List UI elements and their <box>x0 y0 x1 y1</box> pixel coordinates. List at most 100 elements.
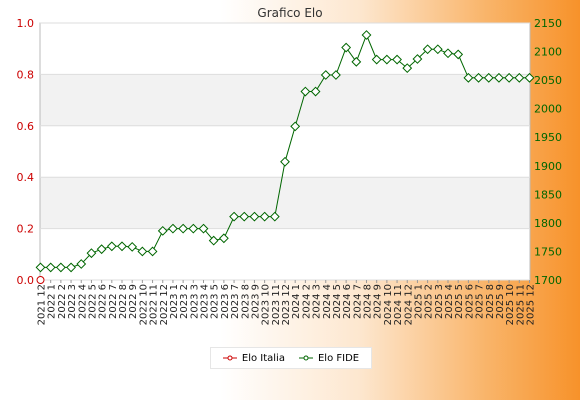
data-point-elo-fide <box>504 72 515 83</box>
x-tick-label: 2025 6 <box>464 284 475 319</box>
data-point-elo-fide <box>249 211 260 222</box>
x-tick-label: 2024 10 <box>383 284 394 325</box>
data-point-elo-fide <box>483 72 494 83</box>
plot-band <box>40 74 530 126</box>
data-point-elo-fide <box>361 30 372 40</box>
data-point-elo-italia <box>36 276 45 284</box>
data-point-elo-fide <box>280 156 290 167</box>
right-tick-label: 1700 <box>534 274 562 287</box>
data-point-elo-fide <box>117 241 127 252</box>
x-tick-label: 2024 4 <box>322 284 333 319</box>
data-point-elo-fide <box>86 248 97 259</box>
right-tick-label: 1950 <box>534 131 562 144</box>
x-tick-label: 2022 9 <box>128 284 139 319</box>
x-tick-label: 2025 9 <box>495 284 506 319</box>
x-tick-label: 2025 1 <box>413 284 424 319</box>
data-point-elo-fide <box>320 70 331 80</box>
x-tick-label: 2025 11 <box>515 284 526 325</box>
data-point-elo-fide <box>453 49 464 60</box>
right-tick-label: 1900 <box>534 160 562 173</box>
x-tick-label: 2025 8 <box>485 284 496 319</box>
x-tick-label: 2024 12 <box>403 284 414 325</box>
legend-symbol-elo-fide <box>298 354 313 362</box>
chart-title: Grafico Elo <box>257 6 322 20</box>
data-point-elo-fide <box>168 223 178 234</box>
x-tick-label: 2022 11 <box>149 284 160 325</box>
x-tick-label: 2022 6 <box>98 284 109 319</box>
legend-symbol-elo-italia <box>222 354 237 362</box>
left-tick-label: 0.2 <box>17 223 35 236</box>
x-tick-label: 2023 4 <box>200 284 211 319</box>
data-point-elo-fide <box>259 211 270 222</box>
data-point-elo-fide <box>331 70 341 80</box>
x-tick-label: 2024 11 <box>393 284 404 325</box>
x-tick-label: 2025 7 <box>475 284 486 319</box>
data-point-elo-fide <box>147 246 158 257</box>
data-point-elo-fide <box>514 72 525 83</box>
x-tick-label: 2022 2 <box>57 284 68 319</box>
x-tick-label: 2024 3 <box>312 284 323 319</box>
right-tick-label: 2100 <box>534 46 562 59</box>
data-point-elo-fide <box>290 121 301 132</box>
x-tick-label: 2024 6 <box>342 284 353 319</box>
x-tick-label: 2024 2 <box>301 284 312 319</box>
data-point-elo-fide <box>178 223 189 234</box>
data-point-elo-fide <box>473 72 484 83</box>
data-point-elo-fide <box>127 241 138 252</box>
legend-label-elo-fide: Elo FIDE <box>317 352 360 364</box>
x-tick-label: 2025 3 <box>434 284 445 319</box>
x-tick-label: 2024 9 <box>373 284 384 319</box>
left-tick-label: 0.0 <box>17 274 35 287</box>
x-tick-label: 2021 12 <box>37 284 48 325</box>
x-tick-label: 2022 3 <box>67 284 78 319</box>
left-tick-label: 0.6 <box>17 120 35 133</box>
data-point-elo-fide <box>310 86 321 97</box>
data-point-elo-fide <box>422 44 433 55</box>
data-point-elo-fide <box>66 262 76 273</box>
data-point-elo-fide <box>218 233 229 244</box>
x-tick-label: 2024 5 <box>332 284 343 319</box>
data-point-elo-fide <box>432 44 443 55</box>
data-point-elo-fide <box>402 63 413 74</box>
right-tick-label: 1750 <box>534 245 562 258</box>
x-tick-label: 2022 4 <box>77 284 88 319</box>
right-tick-label: 1850 <box>534 188 562 201</box>
x-tick-label: 2023 11 <box>271 284 282 325</box>
x-tick-label: 2022 10 <box>138 284 149 325</box>
x-tick-label: 2022 1 <box>47 284 58 319</box>
x-tick-label: 2023 12 <box>281 284 292 325</box>
data-point-elo-fide <box>96 244 107 255</box>
x-tick-label: 2023 10 <box>261 284 272 325</box>
right-tick-label: 2150 <box>534 17 562 30</box>
x-tick-label: 2023 9 <box>250 284 261 319</box>
data-point-elo-fide <box>341 42 352 53</box>
data-point-elo-fide <box>351 56 362 67</box>
legend-item-elo-italia: Elo Italia <box>222 353 285 364</box>
x-tick-label: 2024 7 <box>352 284 363 319</box>
x-tick-label: 2022 7 <box>108 284 119 319</box>
x-tick-label: 2023 5 <box>210 284 221 319</box>
x-tick-label: 2023 3 <box>189 284 200 319</box>
data-point-elo-fide <box>137 246 148 257</box>
data-point-elo-fide <box>229 211 239 222</box>
data-point-elo-fide <box>463 72 474 83</box>
plot-band <box>40 177 530 229</box>
x-tick-label: 2023 2 <box>179 284 190 319</box>
data-point-elo-fide <box>269 211 280 222</box>
right-tick-label: 2050 <box>534 74 562 87</box>
data-point-elo-fide <box>443 48 453 59</box>
left-tick-label: 0.8 <box>17 68 35 81</box>
x-tick-label: 2025 5 <box>454 284 465 319</box>
data-point-elo-fide <box>300 86 311 97</box>
left-tick-label: 0.4 <box>17 171 35 184</box>
data-point-elo-fide <box>45 262 56 273</box>
x-tick-label: 2023 8 <box>240 284 251 319</box>
x-tick-label: 2025 2 <box>424 284 435 319</box>
data-point-elo-fide <box>76 259 87 269</box>
x-tick-label: 2025 12 <box>526 284 537 325</box>
data-point-elo-fide <box>381 54 392 65</box>
right-tick-label: 1800 <box>534 217 562 230</box>
data-point-elo-fide <box>35 262 46 273</box>
